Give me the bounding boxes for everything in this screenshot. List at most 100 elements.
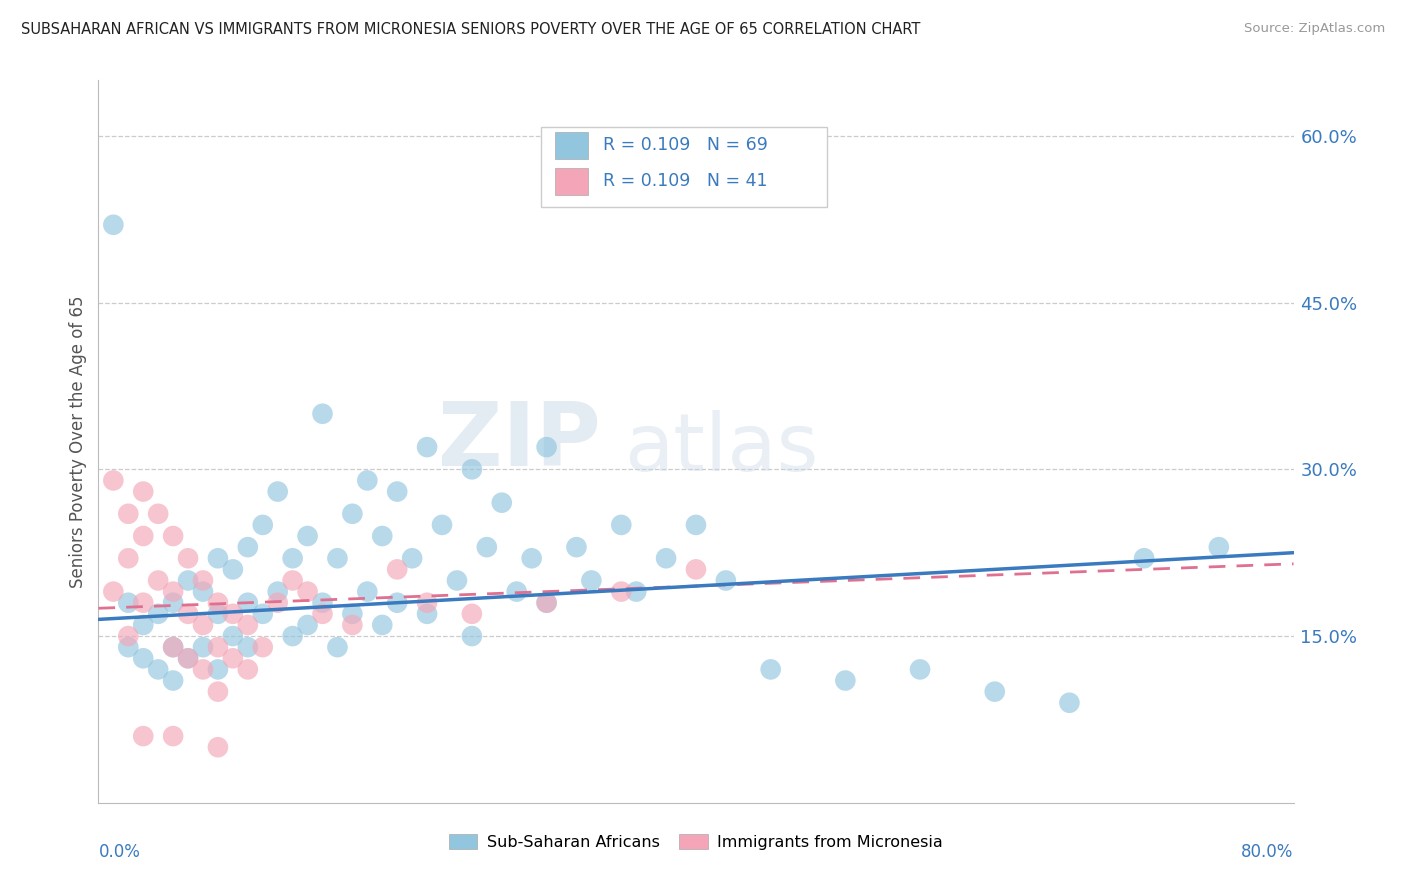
Point [416,596,439,610]
Point [326,640,349,655]
Point [117,640,139,655]
Point [536,596,558,610]
Point [297,584,319,599]
Point [461,462,484,476]
Point [430,517,453,532]
Point [117,596,139,610]
Point [267,596,290,610]
Text: 80.0%: 80.0% [1241,843,1294,861]
Point [385,596,409,610]
Point [342,618,364,632]
Point [148,662,170,676]
Point [281,574,304,588]
Point [984,684,1007,698]
Point [506,584,529,599]
Point [207,640,229,655]
Point [222,607,245,621]
FancyBboxPatch shape [541,128,827,207]
Point [536,440,558,454]
Point [311,607,333,621]
Point [401,551,423,566]
Point [385,484,409,499]
Point [162,729,184,743]
Point [236,618,259,632]
Point [252,607,274,621]
Point [356,474,378,488]
Point [132,729,155,743]
Point [252,640,274,655]
Point [267,584,290,599]
Point [207,662,229,676]
Point [191,584,214,599]
Point [342,507,364,521]
Point [297,618,319,632]
Text: R = 0.109   N = 69: R = 0.109 N = 69 [603,136,768,154]
Point [222,562,245,576]
Text: Source: ZipAtlas.com: Source: ZipAtlas.com [1244,22,1385,36]
Point [103,474,125,488]
Point [103,584,125,599]
Point [581,574,603,588]
Point [446,574,468,588]
Point [236,640,259,655]
Point [1133,551,1156,566]
Point [565,540,588,554]
Point [132,484,155,499]
Point [834,673,856,688]
Point [162,640,184,655]
Point [132,651,155,665]
Point [207,551,229,566]
Point [491,496,513,510]
Point [281,629,304,643]
Point [685,562,707,576]
Point [610,584,633,599]
Point [267,484,290,499]
Point [326,551,349,566]
Point [297,529,319,543]
Point [385,562,409,576]
Point [117,551,139,566]
Point [475,540,498,554]
Point [132,618,155,632]
Point [162,529,184,543]
Point [371,618,394,632]
Text: 0.0%: 0.0% [98,843,141,861]
Point [281,551,304,566]
Point [311,407,333,421]
Bar [555,168,589,195]
Point [655,551,678,566]
Point [207,607,229,621]
Point [162,596,184,610]
Point [416,440,439,454]
Text: R = 0.109   N = 41: R = 0.109 N = 41 [603,172,768,190]
Point [342,607,364,621]
Point [1059,696,1081,710]
Point [132,596,155,610]
Point [148,574,170,588]
Point [536,596,558,610]
Point [177,651,200,665]
Bar [555,132,589,159]
Point [626,584,648,599]
Text: atlas: atlas [624,409,818,488]
Point [162,640,184,655]
Point [714,574,737,588]
Point [236,596,259,610]
Point [461,607,484,621]
Text: SUBSAHARAN AFRICAN VS IMMIGRANTS FROM MICRONESIA SENIORS POVERTY OVER THE AGE OF: SUBSAHARAN AFRICAN VS IMMIGRANTS FROM MI… [21,22,921,37]
Point [117,507,139,521]
Point [191,618,214,632]
Point [236,540,259,554]
Legend: Sub-Saharan Africans, Immigrants from Micronesia: Sub-Saharan Africans, Immigrants from Mi… [443,828,949,856]
Point [356,584,378,599]
Point [252,517,274,532]
Point [103,218,125,232]
Point [177,651,200,665]
Point [132,529,155,543]
Point [191,574,214,588]
Point [162,584,184,599]
Point [162,673,184,688]
Point [520,551,543,566]
Point [207,684,229,698]
Point [222,651,245,665]
